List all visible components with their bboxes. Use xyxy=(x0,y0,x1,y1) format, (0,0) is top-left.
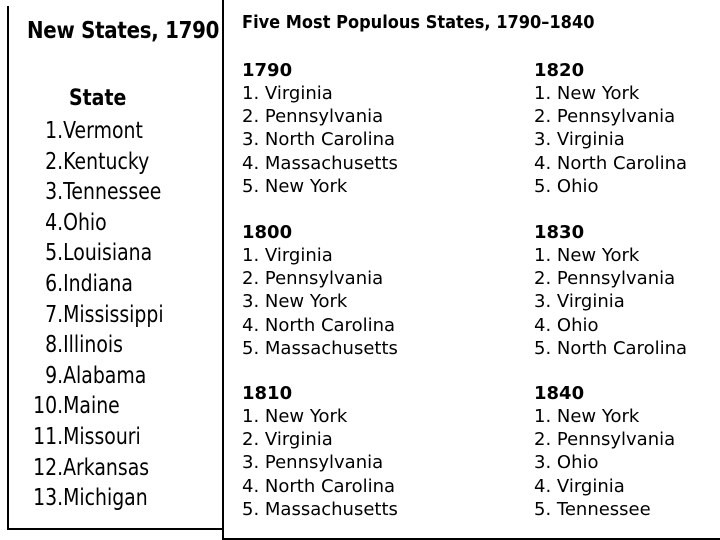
list-item-state: Michigan xyxy=(63,485,148,512)
list-item: 3.Tennessee xyxy=(9,177,161,207)
year-block: 1840 1. New York 2. Pennsylvania 3. Ohio 4. … xyxy=(534,382,675,521)
list-item-state: Ohio xyxy=(63,209,107,236)
year-block: 1820 1. New York 2. Pennsylvania 3. Virgini… xyxy=(534,59,687,198)
list-item-number: 10. xyxy=(33,393,64,420)
list-item-number: 12. xyxy=(33,454,64,481)
ranked-state: 1. Virginia xyxy=(242,245,333,266)
list-item-number: 8. xyxy=(45,332,64,359)
ranked-state: 3. Ohio xyxy=(534,452,599,474)
list-item-state: Kentucky xyxy=(63,148,150,175)
list-item: 12.Arkansas xyxy=(9,453,149,483)
list-item-state: Tennessee xyxy=(63,179,162,206)
ranked-state: 3. New York xyxy=(242,291,348,313)
populous-states-title: Five Most Populous States, 1790–1840 xyxy=(242,12,595,33)
list-item-state: Alabama xyxy=(63,362,147,389)
ranked-state: 2. Pennsylvania xyxy=(534,429,676,451)
ranked-state: 2. Pennsylvania xyxy=(534,268,676,290)
list-item: 5.Louisiana xyxy=(9,238,152,268)
list-item-number: 11. xyxy=(33,424,64,450)
list-item-state: Maine xyxy=(63,393,120,420)
year-label: 1840 xyxy=(534,383,585,404)
year-label: 1810 xyxy=(242,383,293,404)
list-item-state: Indiana xyxy=(63,271,133,297)
list-item-state: Arkansas xyxy=(63,454,150,481)
list-item-number: 9. xyxy=(45,362,64,389)
list-item-number: 2. xyxy=(45,148,64,175)
ranked-state: 4. Massachusetts xyxy=(242,152,398,174)
state-column-header: State xyxy=(69,86,127,111)
list-item-number: 6. xyxy=(45,271,64,297)
ranked-state: 2. Pennsylvania xyxy=(534,106,676,128)
populous-states-panel: Five Most Populous States, 1790–1840 179… xyxy=(222,0,720,540)
list-item: 4.Ohio xyxy=(9,208,107,238)
list-item-number: 1. xyxy=(45,118,64,144)
ranked-state: 3. North Carolina xyxy=(242,129,396,151)
year-block: 1810 1. New York 2. Virginia 3. Pennsylvani… xyxy=(242,382,398,521)
ranked-state: 2. Pennsylvania xyxy=(242,268,384,290)
ranked-state: 5. Massachusetts xyxy=(242,498,398,520)
list-item: 11.Missouri xyxy=(9,422,141,452)
ranked-state: 4. Ohio xyxy=(534,314,599,336)
ranked-state: 5. Tennessee xyxy=(534,498,651,520)
ranked-state: 2. Pennsylvania xyxy=(242,106,384,128)
list-item-number: 13. xyxy=(33,485,64,512)
list-item-state: Louisiana xyxy=(63,240,153,267)
ranked-state: 1. New York xyxy=(534,245,640,266)
year-label: 1790 xyxy=(242,60,293,81)
ranked-state: 5. New York xyxy=(242,175,348,197)
ranked-state: 5. Ohio xyxy=(534,175,599,197)
ranked-state: 4. Virginia xyxy=(534,475,625,497)
list-item: 1.Vermont xyxy=(9,116,143,146)
ranked-state: 1. New York xyxy=(534,83,640,104)
year-label: 1820 xyxy=(534,60,585,81)
new-states-panel: New States, 1790 State 1.Vermont 2.Kentuc… xyxy=(7,6,227,530)
list-item-number: 5. xyxy=(45,240,64,267)
ranked-state: 1. Virginia xyxy=(242,83,333,104)
year-label: 1800 xyxy=(242,222,293,243)
list-item: 7.Mississippi xyxy=(9,300,164,330)
list-item-state: Mississippi xyxy=(63,301,164,328)
ranked-state: 4. North Carolina xyxy=(242,475,396,497)
year-label: 1830 xyxy=(534,222,585,243)
list-item-number: 4. xyxy=(45,209,64,236)
ranked-state: 3. Virginia xyxy=(534,291,625,313)
list-item-number: 3. xyxy=(45,179,64,206)
list-item: 8.Illinois xyxy=(9,330,123,360)
list-item: 10.Maine xyxy=(9,391,120,421)
list-item: 2.Kentucky xyxy=(9,147,149,177)
list-item-number: 7. xyxy=(45,301,64,328)
ranked-state: 3. Pennsylvania xyxy=(242,452,384,474)
ranked-state: 3. Virginia xyxy=(534,129,625,151)
ranked-state: 4. North Carolina xyxy=(534,152,688,174)
list-item: 9.Alabama xyxy=(9,361,146,391)
year-block: 1800 1. Virginia 2. Pennsylvania 3. New Yor… xyxy=(242,221,398,360)
ranked-state: 5. North Carolina xyxy=(534,337,688,359)
ranked-state: 1. New York xyxy=(534,406,640,427)
ranked-state: 1. New York xyxy=(242,406,348,427)
year-block: 1790 1. Virginia 2. Pennsylvania 3. North C… xyxy=(242,59,398,198)
list-item-state: Vermont xyxy=(63,118,143,144)
ranked-state: 2. Virginia xyxy=(242,429,333,451)
ranked-state: 5. Massachusetts xyxy=(242,337,398,359)
list-item: 6.Indiana xyxy=(9,269,133,299)
ranked-state: 4. North Carolina xyxy=(242,314,396,336)
list-item-state: Missouri xyxy=(63,424,141,450)
year-block: 1830 1. New York 2. Pennsylvania 3. Virgini… xyxy=(534,221,687,360)
list-item-state: Illinois xyxy=(63,332,123,359)
new-states-title: New States, 1790 xyxy=(27,18,220,44)
list-item: 13.Michigan xyxy=(9,483,148,513)
